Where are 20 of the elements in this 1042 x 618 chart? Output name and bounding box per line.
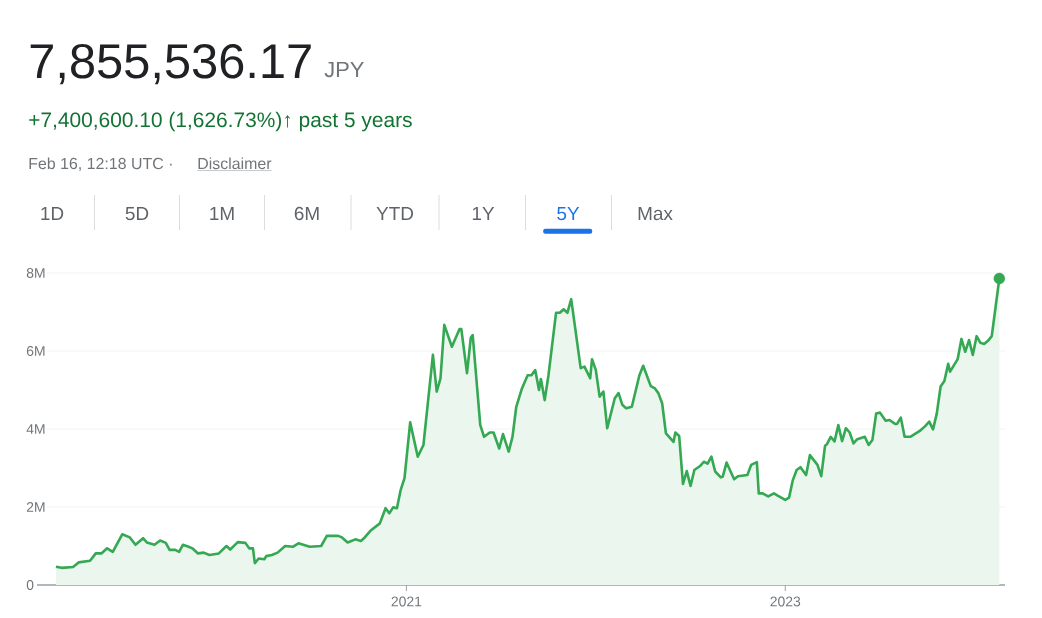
text: Disclaimer (198, 157, 272, 170)
y-tick-label: 4M (26, 424, 45, 434)
x-tick-label: 2023 (770, 596, 801, 607)
text: Feb 16, 12:18 UTC · (29, 157, 172, 172)
text: 1M (210, 206, 234, 220)
text: 5D (125, 206, 149, 221)
x-tick-label: 2021 (391, 596, 422, 607)
text: 5Y (557, 206, 580, 221)
text: 1D (41, 206, 64, 220)
text: Max (638, 206, 673, 221)
text: 1Y (472, 206, 495, 220)
chart-title: 7,855,536.17 (30, 43, 311, 85)
y-tick-label: 8M (26, 268, 45, 278)
text: JPY (324, 61, 364, 78)
text: YTD (376, 206, 414, 220)
y-tick-label: 0 (26, 580, 34, 590)
y-tick-label: 2M (26, 502, 45, 512)
chart-subtitle: +7,400,600.10 (1,626.73%)↑ past 5 years (29, 111, 412, 132)
text: 6M (294, 206, 319, 221)
y-tick-label: 6M (26, 346, 45, 356)
